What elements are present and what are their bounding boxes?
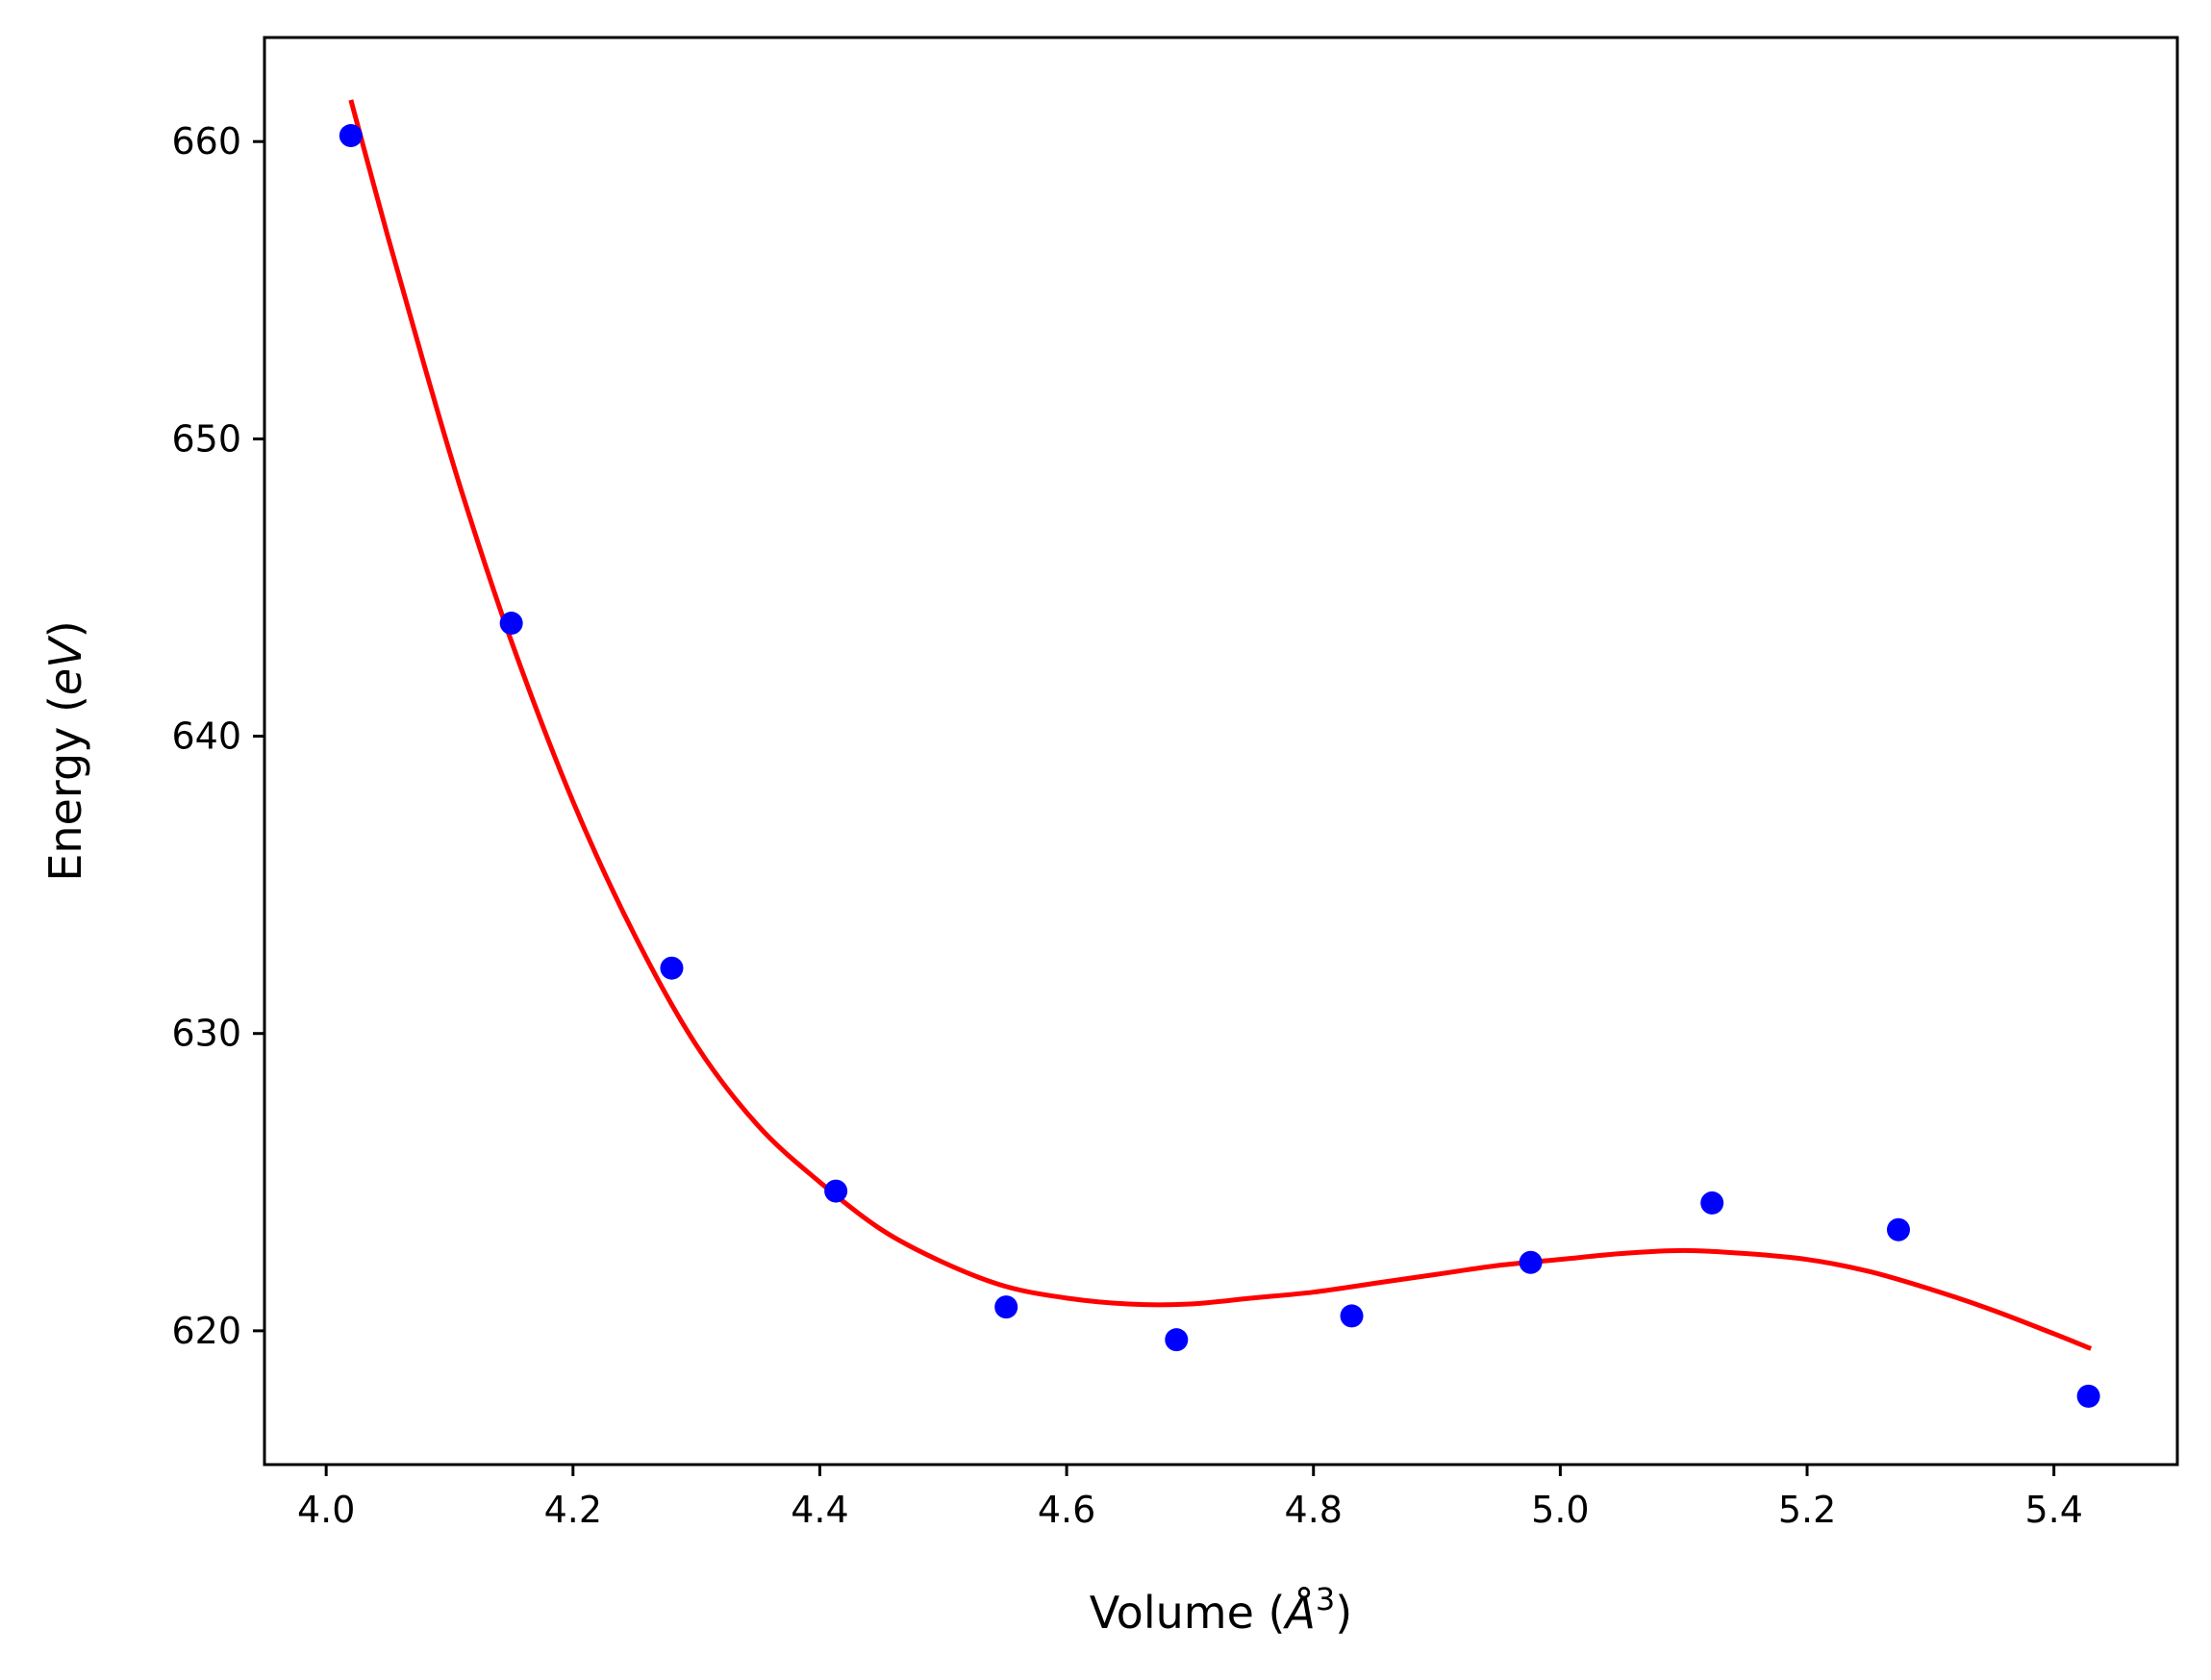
x-tick-label: 4.0: [297, 1489, 355, 1531]
x-tick-label: 5.0: [1531, 1489, 1589, 1531]
x-tick-label: 5.2: [1778, 1489, 1836, 1531]
y-axis-label: Energy (eV): [39, 620, 91, 881]
data-point: [2076, 1384, 2100, 1408]
data-point: [1886, 1217, 1910, 1241]
y-tick-label: 660: [171, 120, 241, 163]
data-point: [994, 1295, 1018, 1319]
x-axis-label: Volume (Å3): [1090, 1581, 1352, 1639]
x-tick-label: 4.4: [791, 1489, 848, 1531]
data-point: [1165, 1328, 1189, 1352]
y-tick-label: 630: [171, 1013, 241, 1055]
x-tick-label: 4.2: [544, 1489, 602, 1531]
data-point: [1519, 1250, 1543, 1274]
y-tick-label: 620: [171, 1310, 241, 1352]
y-tick-label: 640: [171, 715, 241, 758]
x-tick-label: 4.8: [1285, 1489, 1343, 1531]
data-point: [1700, 1191, 1724, 1215]
x-tick-label: 5.4: [2024, 1489, 2082, 1531]
x-tick-label: 4.6: [1038, 1489, 1095, 1531]
data-point: [824, 1179, 848, 1203]
fit-curve: [348, 99, 2093, 1351]
data-point: [1340, 1304, 1364, 1328]
y-tick-label: 650: [171, 417, 241, 460]
data-point: [660, 956, 684, 980]
data-point: [339, 124, 363, 148]
plot-frame: [263, 36, 2179, 1467]
data-point: [499, 612, 523, 636]
